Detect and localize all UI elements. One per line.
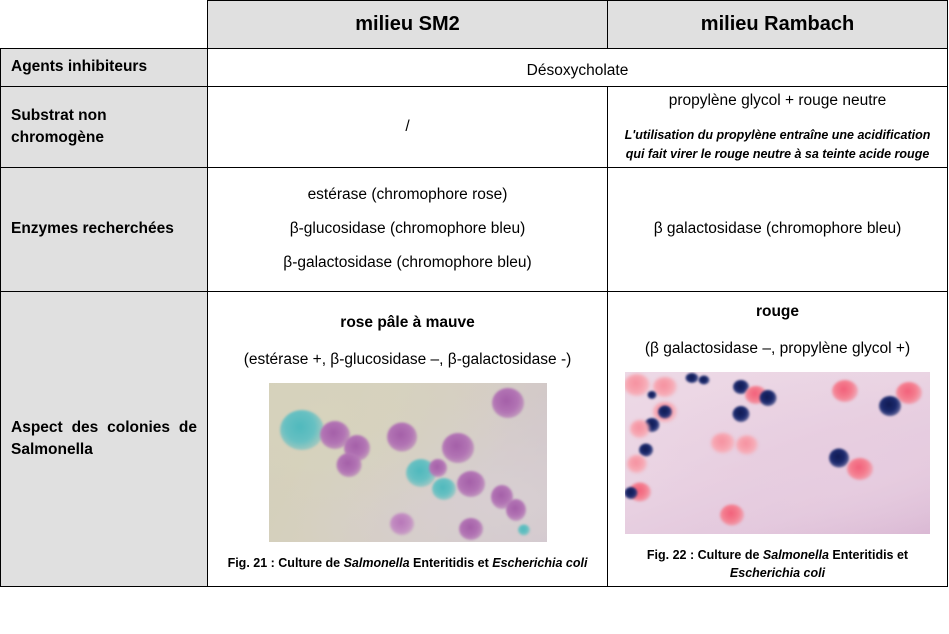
colony-mauve	[457, 471, 486, 498]
colony-navy	[685, 373, 699, 384]
colony-navy	[732, 406, 750, 423]
aspect-sm2-subtitle: (estérase +, β-glucosidase –, β-galactos…	[243, 350, 572, 368]
colony-mauve	[429, 459, 448, 478]
colony-mauve	[459, 517, 484, 540]
colony-navy	[647, 390, 657, 399]
colony-teal	[431, 478, 456, 501]
row-label-substrate-line2: chromogène	[11, 129, 105, 147]
colony-mauve	[336, 453, 362, 478]
figure-22-caption-italic2: Escherichia coli	[729, 566, 826, 581]
corner-cell	[0, 0, 208, 49]
colony-mauve	[441, 432, 474, 463]
figure-21-caption: Fig. 21 : Culture de Salmonella Enteriti…	[222, 554, 594, 572]
figure-22-caption-part1: : Culture de	[686, 547, 763, 562]
cell-enzymes-sm2: estérase (chromophore rose) β-glucosidas…	[207, 167, 608, 293]
row-label-substrate-line1: Substrat non	[11, 106, 107, 124]
colony-red	[625, 373, 651, 396]
colony-navy	[759, 389, 777, 406]
figure-22-block: Fig. 22 : Culture de Salmonella Enteriti…	[616, 371, 939, 582]
colony-navy	[879, 395, 902, 416]
colony-red	[736, 435, 758, 455]
row-label-enzymes: Enzymes recherchées	[0, 167, 208, 293]
row-label-inhibitors: Agents inhibiteurs	[0, 48, 208, 87]
cell-inhibitors-merged: Désoxycholate	[207, 48, 948, 87]
table-row: Aspect des colonies de Salmonella rose p…	[0, 291, 948, 588]
cell-aspect-rambach: rouge (β galactosidase –, propylène glyc…	[607, 291, 948, 588]
colony-mauve	[386, 422, 417, 452]
colony-red	[895, 382, 922, 404]
colony-red	[627, 455, 648, 474]
photo-sm2-culture	[268, 382, 547, 542]
colony-red	[831, 380, 858, 403]
cell-enzymes-rambach: β galactosidase (chromophore bleu)	[607, 167, 948, 293]
table-row: Enzymes recherchées estérase (chromophor…	[0, 167, 948, 293]
enzyme-sm2-item: estérase (chromophore rose)	[307, 186, 508, 204]
figure-21-caption-part1: : Culture de	[267, 555, 344, 570]
colony-red	[846, 458, 873, 481]
figure-21-block: Fig. 21 : Culture de Salmonella Enteriti…	[216, 382, 599, 572]
colony-navy	[828, 448, 849, 468]
aspect-rambach-subtitle: (β galactosidase –, propylène glycol +)	[644, 340, 911, 358]
figure-21-label: Fig. 21	[227, 555, 268, 570]
row-label-aspect: Aspect des colonies de Salmonella	[0, 291, 208, 588]
figure-21-caption-italic2: Escherichia coli	[492, 555, 588, 570]
media-comparison-table: milieu SM2 milieu Rambach Agents inhibit…	[0, 0, 948, 588]
agar-background-rambach	[625, 371, 930, 534]
column-header-sm2: milieu SM2	[207, 0, 608, 49]
photo-rambach-culture	[625, 371, 930, 534]
substrate-sm2-value: /	[405, 117, 410, 135]
colony-mauve	[389, 513, 414, 536]
figure-22-caption: Fig. 22 : Culture de Salmonella Enteriti…	[616, 546, 939, 582]
aspect-sm2-title: rose pâle à mauve	[340, 313, 475, 331]
colony-navy	[657, 405, 672, 419]
colony-teal	[518, 524, 531, 536]
colony-mauve	[505, 498, 526, 521]
colony-red	[652, 376, 677, 397]
cell-substrate-sm2: /	[207, 85, 608, 169]
aspect-rambach-title: rouge	[755, 303, 800, 321]
table-header-row: milieu SM2 milieu Rambach	[0, 0, 948, 49]
colony-navy	[698, 375, 710, 385]
figure-22-caption-italic1: Salmonella	[762, 547, 829, 562]
colony-mauve	[491, 388, 524, 419]
table-row: Agents inhibiteurs Désoxycholate	[0, 48, 948, 87]
substrate-rambach-note: L'utilisation du propylène entraîne une …	[624, 127, 931, 161]
colony-red	[630, 419, 651, 438]
figure-21-caption-italic1: Salmonella	[343, 555, 410, 570]
colony-red	[710, 433, 735, 454]
figure-22-label: Fig. 22	[646, 547, 687, 562]
colony-red	[719, 504, 744, 525]
enzyme-sm2-item: β-glucosidase (chromophore bleu)	[289, 220, 526, 238]
figure-22-caption-part2: Enteritidis et	[828, 547, 909, 562]
cell-aspect-sm2: rose pâle à mauve (estérase +, β-glucosi…	[207, 291, 608, 588]
column-header-rambach: milieu Rambach	[607, 0, 948, 49]
row-label-substrate: Substrat non chromogène	[0, 85, 208, 169]
enzyme-rambach-item: β galactosidase (chromophore bleu)	[653, 220, 902, 238]
colony-navy	[732, 379, 749, 394]
substrate-rambach-value: propylène glycol + rouge neutre	[668, 91, 887, 109]
cell-substrate-rambach: propylène glycol + rouge neutre L'utilis…	[607, 85, 948, 169]
colony-teal	[279, 410, 324, 451]
colony-navy	[625, 487, 638, 500]
figure-21-caption-part2: Enteritidis et	[409, 555, 493, 570]
enzyme-sm2-item: β-galactosidase (chromophore bleu)	[283, 254, 532, 272]
table-row: Substrat non chromogène / propylène glyc…	[0, 85, 948, 169]
colony-navy	[639, 443, 654, 457]
